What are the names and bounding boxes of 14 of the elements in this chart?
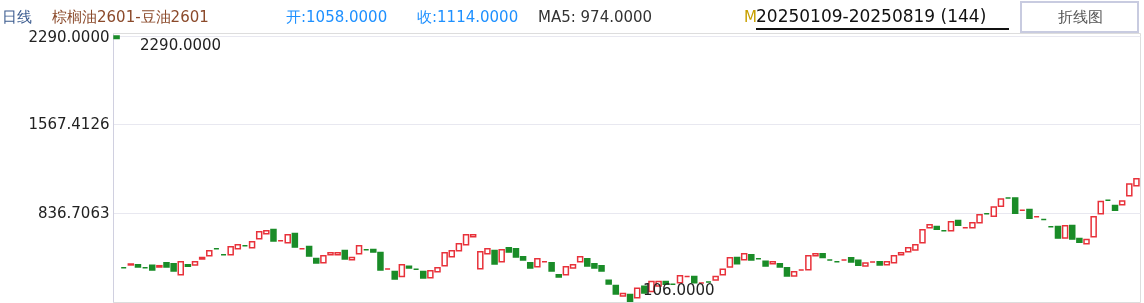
y-tick-label: 836.7063 xyxy=(37,204,110,223)
text: M xyxy=(744,8,757,26)
text: 20250109-20250819 (144) xyxy=(756,6,987,26)
text: MA5: 974.0000 xyxy=(538,8,653,26)
text: 开:1058.0000 xyxy=(286,8,388,26)
chart-title: 日线 xyxy=(2,8,32,26)
text: 折线图 xyxy=(1057,8,1103,26)
annotation: 106.0000 xyxy=(643,281,715,299)
y-tick-label: 1567.4126 xyxy=(28,115,110,134)
text: 收:1114.0000 xyxy=(417,8,519,26)
chart-subtitle: 棕榈油2601-豆油2601 xyxy=(52,8,209,26)
y-tick-label: 2290.0000 xyxy=(28,27,110,46)
annotation: 2290.0000 xyxy=(140,36,222,54)
candlestick xyxy=(1090,216,1097,238)
